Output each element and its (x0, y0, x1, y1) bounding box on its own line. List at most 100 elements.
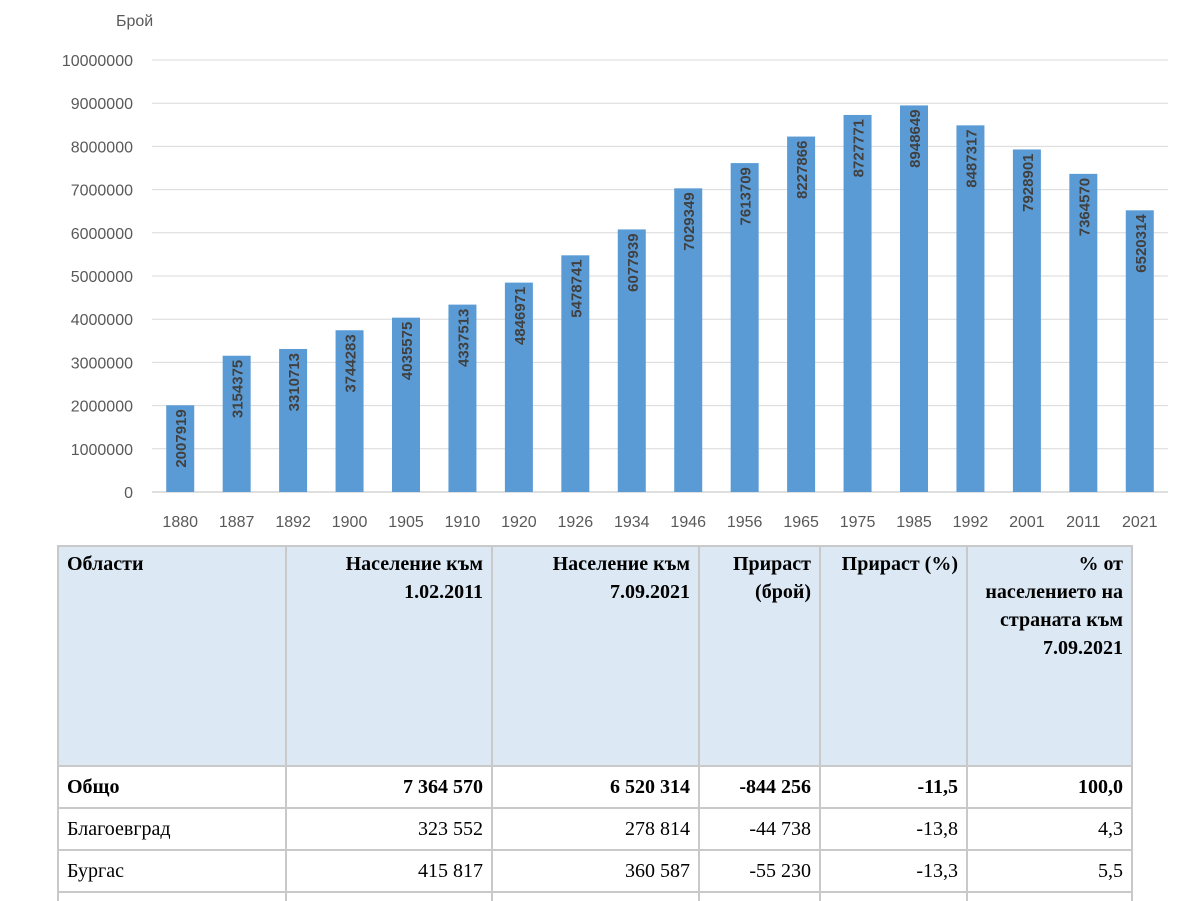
table-cell: 100,0 (966, 765, 1133, 809)
data-label: 3310713 (286, 353, 303, 411)
y-tick-label: 6000000 (71, 226, 133, 243)
bar (561, 255, 590, 492)
y-tick-label: 0 (124, 485, 133, 502)
population-table-container: Области Население към 1.02.2011 Населени… (57, 545, 1133, 901)
table-cell: -11,5 (819, 765, 968, 809)
header-population-2011: Население към 1.02.2011 (285, 545, 493, 767)
data-label: 7613709 (738, 167, 755, 225)
table-cell: 7 364 570 (285, 765, 493, 809)
table-cell (698, 891, 821, 901)
data-label: 8227866 (794, 141, 811, 199)
y-tick-label: 1000000 (71, 442, 133, 459)
data-label: 2007919 (173, 409, 190, 467)
x-tick-label: 1900 (332, 514, 368, 531)
x-tick-label: 1946 (670, 514, 706, 531)
header-growth-count: Прираст (брой) (698, 545, 821, 767)
table-cell (819, 891, 968, 901)
bar (674, 188, 703, 492)
bar (448, 304, 477, 492)
data-label: 5478741 (568, 259, 585, 317)
x-tick-label: 1965 (783, 514, 819, 531)
population-chart: Брой 0 1000000 2000000 3000000 4000000 5000000… (62, 13, 1168, 531)
x-tick-label: 1880 (162, 514, 198, 531)
data-label: 7928901 (1020, 153, 1037, 211)
x-tick-label: 2021 (1122, 514, 1158, 531)
data-label: 4035575 (399, 322, 416, 380)
bar (279, 348, 308, 492)
data-label: 8948649 (907, 109, 924, 167)
table-cell: 278 814 (491, 807, 700, 851)
population-by-region-table: Области Население към 1.02.2011 Населени… (57, 545, 1133, 901)
data-label: 4846971 (512, 287, 529, 345)
x-tick-label: 1887 (219, 514, 255, 531)
table-cell: -13,3 (819, 849, 968, 893)
bar (900, 105, 928, 492)
data-label: 8487317 (963, 129, 980, 187)
y-tick-label: 10000000 (62, 53, 133, 70)
y-axis-title: Брой (116, 13, 153, 30)
table-cell: -13,8 (819, 807, 968, 851)
bar (1125, 210, 1154, 492)
x-tick-label: 2011 (1066, 514, 1101, 531)
table-cell: 4,3 (966, 807, 1133, 851)
bar (504, 282, 533, 492)
x-tick-label: 1910 (445, 514, 481, 531)
table-cell: -844 256 (698, 765, 821, 809)
table-cell: -55 230 (698, 849, 821, 893)
data-label: 7364570 (1076, 178, 1093, 236)
header-regions: Области (57, 545, 287, 767)
x-tick-label: 1975 (840, 514, 876, 531)
table-cell: Бургас (57, 849, 287, 893)
table-cell: 5,5 (966, 849, 1133, 893)
bar (787, 136, 816, 492)
table-row: Благоевград 323 552 278 814 -44 738 -13,… (57, 807, 1133, 851)
data-label: 6077939 (625, 233, 642, 291)
data-label: 3744283 (343, 334, 360, 392)
bar (843, 114, 872, 492)
table-cell (491, 891, 700, 901)
data-label: 6520314 (1133, 214, 1150, 273)
x-tick-label: 1934 (614, 514, 650, 531)
y-tick-label: 8000000 (71, 139, 133, 156)
header-growth-percent: Прираст (%) (819, 545, 968, 767)
bar (617, 229, 646, 492)
bar (730, 163, 759, 492)
table-cell: Общо (57, 765, 287, 809)
table-row-total: Общо 7 364 570 6 520 314 -844 256 -11,5 … (57, 765, 1133, 809)
bar (335, 330, 364, 492)
table-cell: -44 738 (698, 807, 821, 851)
y-tick-label: 3000000 (71, 355, 133, 372)
x-tick-label: 1926 (558, 514, 594, 531)
bar (1069, 173, 1098, 492)
table-row: Бургас 415 817 360 587 -55 230 -13,3 5,5 (57, 849, 1133, 893)
data-label: 3154375 (230, 360, 247, 418)
x-tick-label: 1892 (275, 514, 311, 531)
x-tick-label: 2001 (1009, 514, 1045, 531)
bar (222, 355, 251, 492)
table-cell: 6 520 314 (491, 765, 700, 809)
y-tick-label: 5000000 (71, 269, 133, 286)
table-cell (285, 891, 493, 901)
population-bar-chart: Брой 0 1000000 2000000 3000000 4000000 5000000… (62, 13, 1168, 531)
table-cell: 323 552 (285, 807, 493, 851)
table-cell: Благоевград (57, 807, 287, 851)
x-tick-label: 1905 (388, 514, 424, 531)
table-cell: 360 587 (491, 849, 700, 893)
header-population-2021: Население към 7.09.2021 (491, 545, 700, 767)
table-row-partial (57, 891, 1133, 901)
bar (1012, 149, 1041, 492)
x-tick-label: 1920 (501, 514, 537, 531)
y-tick-label: 2000000 (71, 399, 133, 416)
y-tick-label: 4000000 (71, 312, 133, 329)
table-header-row: Области Население към 1.02.2011 Населени… (57, 545, 1133, 767)
table-cell (966, 891, 1133, 901)
x-tick-label: 1992 (953, 514, 989, 531)
y-tick-label: 9000000 (71, 96, 133, 113)
data-label: 8727771 (851, 119, 868, 177)
table-cell (57, 891, 287, 901)
data-label: 7029349 (681, 192, 698, 250)
x-tick-label: 1956 (727, 514, 763, 531)
table-cell: 415 817 (285, 849, 493, 893)
x-tick-label: 1985 (896, 514, 932, 531)
bar (392, 317, 420, 492)
